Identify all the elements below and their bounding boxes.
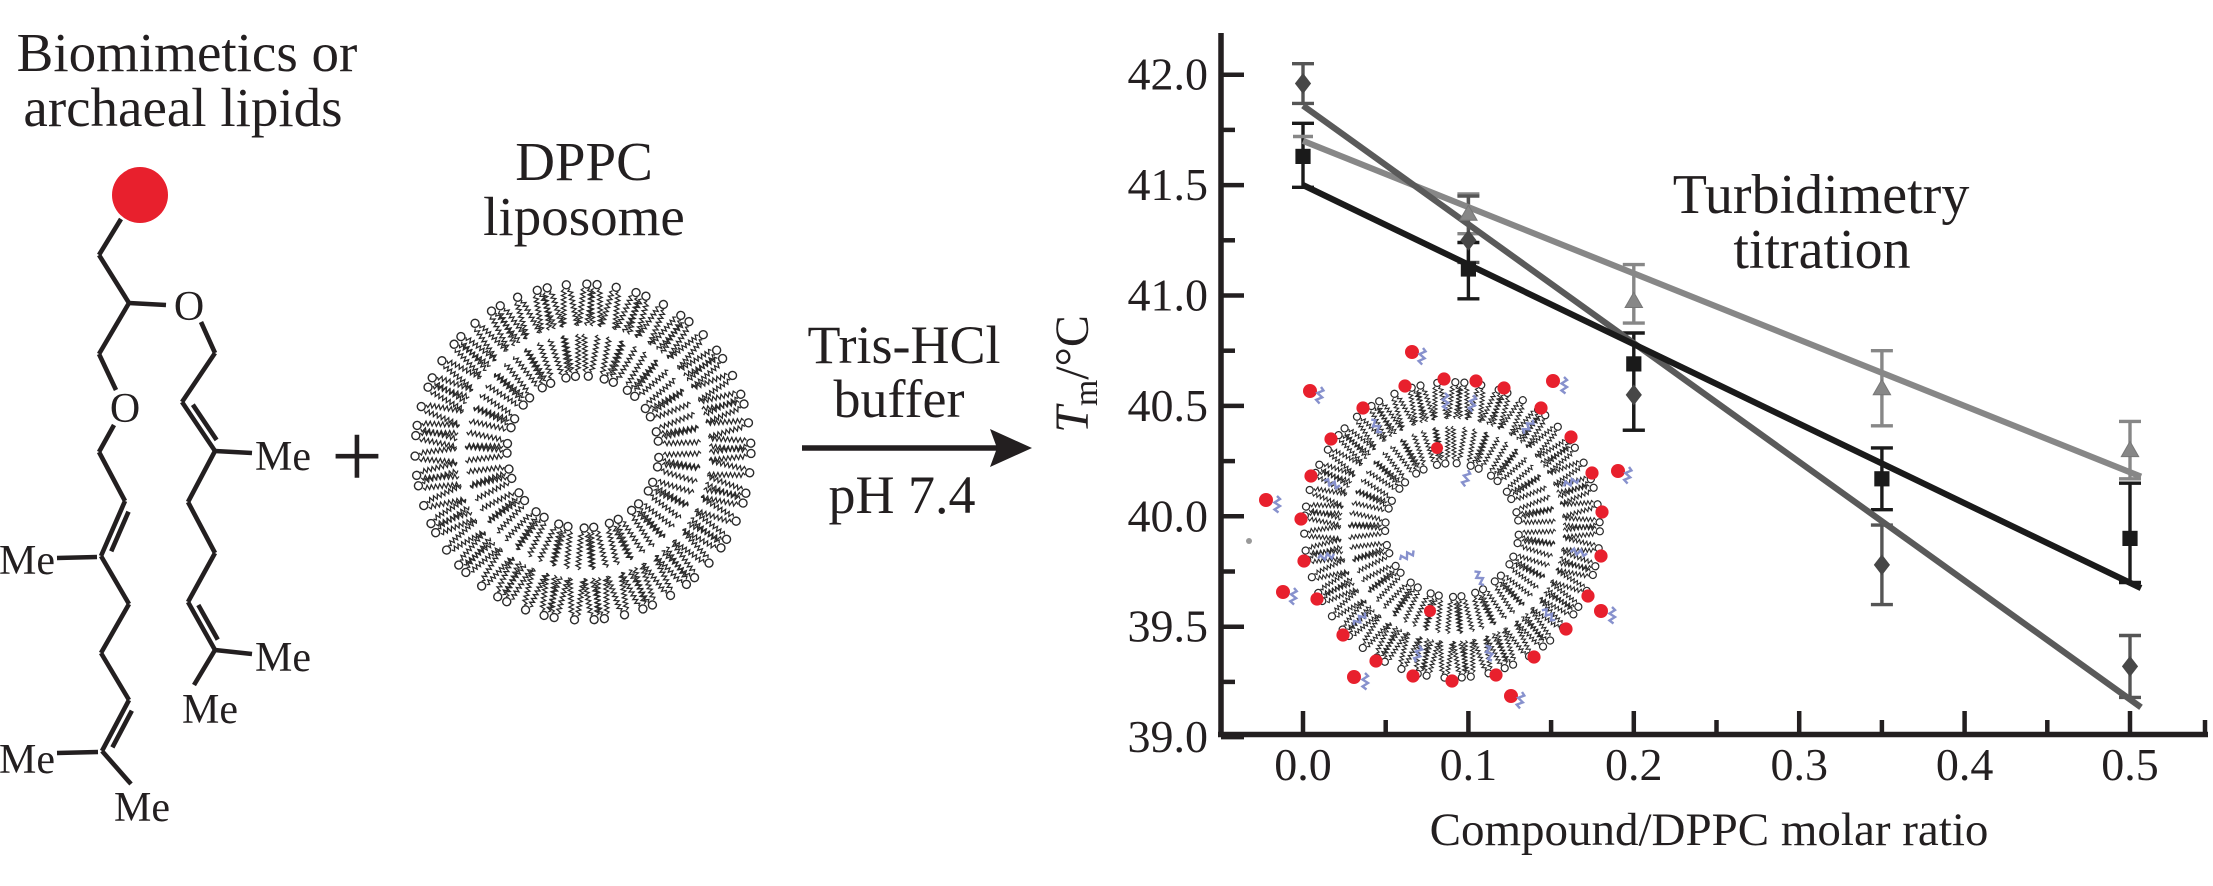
svg-text:41.5: 41.5 [1128,159,1209,210]
svg-text:titration: titration [1733,219,1910,281]
svg-text:Me: Me [255,434,311,480]
svg-text:0.2: 0.2 [1605,739,1663,790]
svg-text:Me: Me [0,737,55,783]
svg-text:Me: Me [255,635,311,681]
svg-text:0.1: 0.1 [1440,739,1498,790]
svg-text:40.5: 40.5 [1128,380,1209,431]
svg-text:0.5: 0.5 [2101,739,2159,790]
svg-text:+: + [331,405,383,507]
svg-text:42.0: 42.0 [1128,49,1209,100]
svg-text:Tm/°C: Tm/°C [1046,315,1105,433]
svg-text:O: O [174,284,204,330]
svg-text:archaeal lipids: archaeal lipids [23,77,342,138]
svg-text:Me: Me [0,538,55,584]
svg-text:DPPC: DPPC [515,131,653,192]
svg-text:O: O [110,386,140,432]
svg-text:pH 7.4: pH 7.4 [829,465,976,525]
svg-text:Turbidimetry: Turbidimetry [1673,164,1970,226]
svg-text:Compound/DPPC molar ratio: Compound/DPPC molar ratio [1430,804,1989,856]
svg-text:0.4: 0.4 [1936,739,1994,790]
svg-text:0.3: 0.3 [1770,739,1828,790]
svg-text:Tris-HCl: Tris-HCl [807,315,1000,375]
svg-text:Biomimetics or: Biomimetics or [17,22,358,83]
svg-text:Me: Me [114,785,170,831]
svg-text:0.0: 0.0 [1274,739,1332,790]
svg-text:40.0: 40.0 [1128,490,1209,541]
svg-text:liposome: liposome [483,186,685,247]
svg-text:39.0: 39.0 [1128,711,1209,762]
svg-text:41.0: 41.0 [1128,270,1209,321]
svg-text:buffer: buffer [834,369,965,429]
svg-text:Me: Me [182,687,238,733]
svg-text:39.5: 39.5 [1128,601,1209,652]
